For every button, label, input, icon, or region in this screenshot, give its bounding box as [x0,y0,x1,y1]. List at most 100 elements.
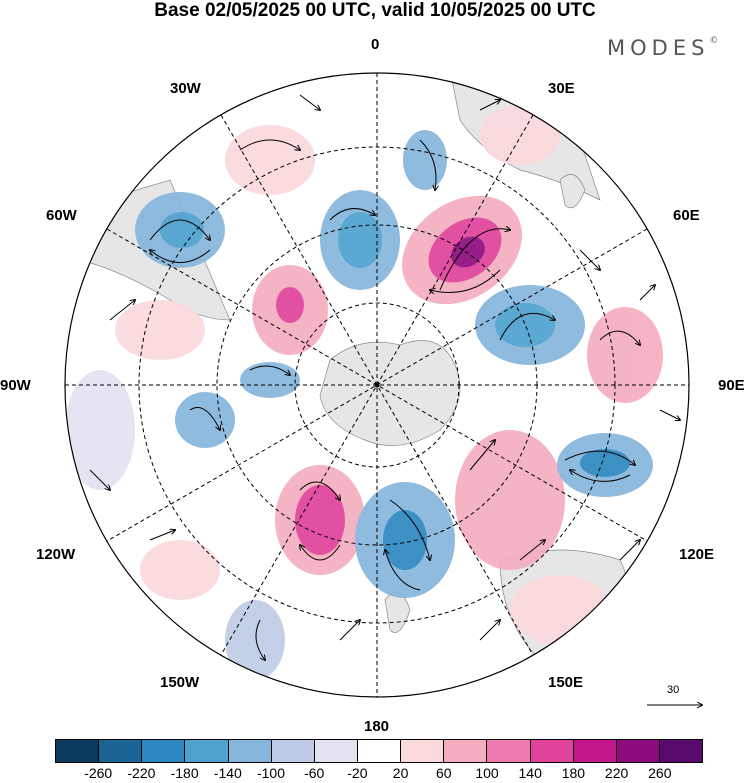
colorbar-swatch [185,740,229,762]
colorbar-swatch [56,740,100,762]
map-border [64,72,690,698]
colorbar [55,739,703,763]
anomaly-blob [160,212,204,248]
colorbar-tick-label: -20 [347,765,368,781]
anomaly-blob [587,307,663,403]
anomaly-blob [65,370,135,490]
longitude-label-60e: 60E [673,207,700,224]
colorbar-tick-label: -260 [84,765,113,781]
anomaly-blob [225,125,315,195]
longitude-label-90e: 90E [718,377,745,394]
wind-vector [570,470,631,482]
wind-vector [149,530,175,541]
anomaly-blob [276,287,304,323]
colorbar-tick-label: 60 [436,765,452,781]
longitude-label-0: 0 [371,36,380,53]
anomaly-blob [383,510,427,570]
wind-vector [499,312,555,341]
reference-vector-label: 30 [667,684,680,696]
brand-name: MODES [607,36,710,60]
anomaly-blob [510,575,610,645]
longitude-label-180: 180 [364,718,390,735]
longitude-label-150w: 150W [160,674,200,691]
colorbar-swatch [228,740,272,762]
anomaly-blob [451,236,485,268]
colorbar-swatch [573,740,617,762]
colorbar-tick-label: -140 [213,765,242,781]
colorbar-swatch [401,740,445,762]
colorbar-swatch [487,740,531,762]
colorbar-swatch [271,740,315,762]
wind-vector [229,95,250,101]
wind-vector [439,229,510,291]
longitude-label-90w: 90W [0,377,31,394]
longitude-label-60w: 60W [46,207,77,224]
brand-logo: MODES© [607,36,718,60]
anomaly-blob [403,130,447,190]
wind-vector [659,409,680,420]
anomaly-blob [140,540,220,600]
colorbar-swatch [659,740,703,762]
anomaly-blob [338,212,382,268]
wind-vector [239,139,300,150]
colorbar-tick-label: 140 [518,765,542,781]
wind-vector [109,300,135,321]
colorbar-swatch [314,740,358,762]
longitude-label-120e: 120E [679,546,715,563]
wind-vector [339,620,360,641]
wind-vector [189,407,220,431]
longitude-label-150e: 150E [548,674,584,691]
wind-vector [385,550,421,591]
colorbar-tick-label: -100 [256,765,286,781]
wind-vector [479,620,500,641]
wind-vector [519,540,545,561]
colorbar-tick-label: 180 [561,765,586,781]
colorbar-tick-label: 100 [475,765,499,781]
wind-vector [249,365,290,375]
wind-vector [639,285,655,301]
colorbar-tick-label: 260 [648,765,672,781]
wind-vector [329,208,375,221]
anomaly-blob [175,392,235,448]
anomaly-blob [225,600,285,680]
wind-vector [599,330,640,345]
anomaly-blob [295,485,345,555]
anomaly-blob [240,362,300,398]
longitude-label-120w: 120W [36,546,76,563]
wind-vector [619,540,640,561]
longitude-label-30e: 30E [548,80,575,97]
wind-vector [564,450,635,465]
colorbar-tick-label: 220 [604,765,629,781]
colorbar-swatch [530,740,574,762]
colorbar-swatch [99,740,143,762]
wind-vector [299,94,320,110]
wind-vector [149,219,210,240]
wind-vector [299,481,340,500]
longitude-label-30w: 30W [170,80,201,97]
colorbar-tick-label: -220 [127,765,156,781]
wind-vectors [89,94,680,660]
anomaly-blob [495,303,555,347]
wind-vector [419,139,436,190]
wind-vector [430,269,501,293]
colorbar-swatch [444,740,488,762]
colorbar-tick-label: -60 [304,765,325,781]
colorbar-swatch [142,740,186,762]
south-pole-marker [374,382,380,388]
wind-vector [89,469,110,490]
brand-mark: © [709,36,719,46]
colorbar-tick-label: -180 [170,765,199,781]
wind-vector [469,440,495,471]
anomaly-blob [115,300,205,360]
wind-vector [479,100,500,111]
anomaly-blob [480,105,560,165]
anomaly-shading [65,105,663,680]
anomaly-blob [455,430,565,570]
colorbar-tick-label: 20 [392,765,409,781]
anomaly-blob [580,449,630,477]
wind-vector [255,619,265,660]
map-title: Base 02/05/2025 00 UTC, valid 10/05/2025… [154,0,596,21]
colorbar-ticks: -260 -220 -180 -140 -100 -60 -20 20 60 100 140 180 2… [0,765,750,783]
colorbar-swatch [616,740,660,762]
